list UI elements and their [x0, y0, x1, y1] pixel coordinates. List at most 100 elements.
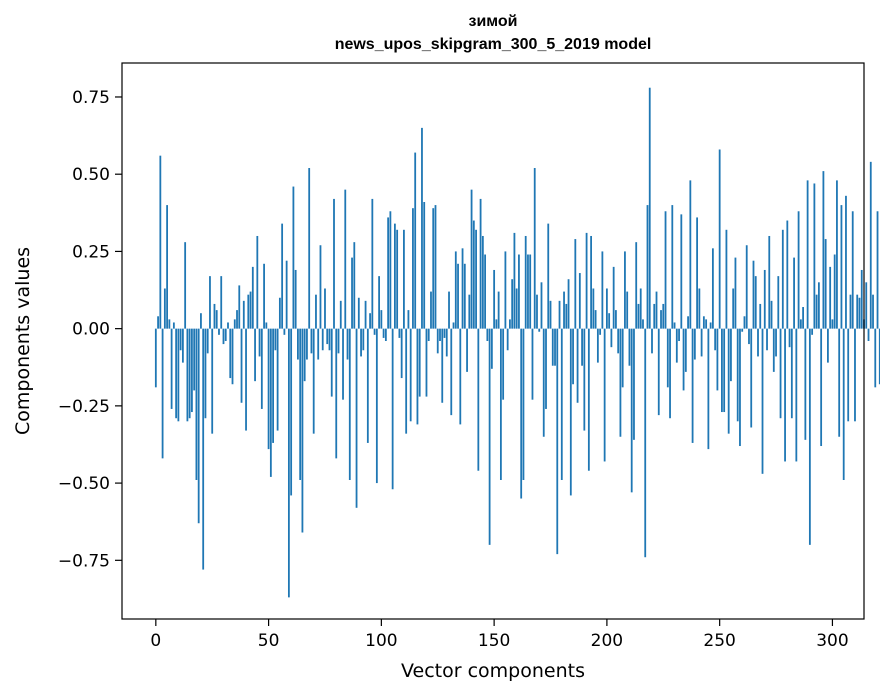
bar	[772, 328, 775, 372]
bar	[838, 328, 841, 437]
bar	[475, 229, 477, 329]
bar	[472, 220, 475, 329]
bar	[299, 328, 302, 480]
bar	[184, 242, 187, 329]
x-tick-label: 0	[150, 631, 161, 651]
bar	[154, 328, 157, 388]
bar	[357, 297, 360, 329]
bar	[317, 328, 320, 360]
bar	[260, 328, 263, 409]
bar	[407, 310, 410, 329]
y-tick-label: −0.75	[58, 551, 110, 571]
bar	[497, 291, 500, 329]
bar	[281, 223, 284, 329]
bar	[432, 208, 435, 329]
bar	[371, 198, 374, 329]
bar	[490, 328, 493, 369]
chart-title-line-1: зимой	[468, 13, 518, 30]
bar	[366, 328, 369, 443]
bar	[191, 328, 193, 413]
bar	[536, 294, 538, 329]
bar	[418, 328, 421, 397]
bar	[181, 328, 184, 363]
bar	[312, 328, 315, 434]
bar	[635, 242, 638, 329]
bar	[303, 328, 306, 382]
bar	[294, 269, 297, 329]
bar	[197, 328, 200, 524]
x-tick-label: 300	[816, 631, 848, 651]
bar	[761, 328, 764, 474]
bar	[813, 183, 816, 329]
bar	[793, 257, 795, 329]
bar	[545, 328, 547, 409]
bar	[170, 328, 173, 409]
bar	[574, 239, 577, 329]
bar	[608, 313, 611, 329]
bar	[601, 251, 604, 329]
bar	[351, 257, 353, 329]
bar	[344, 189, 347, 329]
bar	[448, 291, 450, 329]
bar	[362, 328, 365, 351]
bar	[238, 285, 241, 329]
bar	[610, 328, 613, 348]
bar	[504, 251, 507, 329]
bar	[224, 328, 227, 341]
bar	[513, 232, 516, 329]
bar	[854, 328, 856, 422]
bar	[301, 328, 304, 533]
bar	[721, 328, 723, 413]
bar	[567, 279, 570, 329]
bar	[590, 235, 592, 329]
bar	[795, 328, 798, 462]
bar	[353, 242, 356, 329]
bar	[824, 239, 827, 329]
bar	[689, 180, 692, 329]
bar	[477, 328, 480, 471]
bar	[878, 328, 880, 385]
y-axis-label: Components values	[12, 247, 34, 435]
bar	[175, 328, 178, 419]
bar	[382, 328, 385, 338]
bar	[283, 328, 286, 335]
bar	[511, 279, 514, 329]
bar	[865, 282, 868, 329]
x-tick-label: 100	[365, 631, 397, 651]
bar	[531, 328, 534, 400]
bar	[619, 328, 622, 437]
bar	[466, 328, 468, 372]
bar	[360, 328, 362, 357]
bar	[786, 220, 789, 329]
bar	[572, 328, 574, 385]
bar	[680, 214, 683, 329]
bar	[463, 263, 466, 329]
bar	[470, 189, 473, 329]
bar	[251, 266, 254, 329]
bar	[398, 328, 401, 338]
bar	[373, 328, 376, 335]
y-tick-label: 0.00	[72, 320, 110, 340]
bar	[177, 328, 180, 422]
bar	[790, 328, 793, 419]
bar	[421, 127, 423, 329]
bar	[502, 328, 505, 400]
x-tick-label: 250	[703, 631, 735, 651]
bar	[486, 328, 489, 341]
bar	[315, 294, 317, 329]
bar	[876, 211, 879, 329]
bar	[817, 282, 820, 329]
bar	[808, 328, 811, 545]
x-axis-ticks: 0 50 100 150 200 250 300	[150, 619, 849, 651]
bar	[461, 248, 464, 329]
bar	[488, 328, 491, 545]
bar	[806, 180, 809, 329]
bar	[698, 288, 701, 329]
bar	[258, 328, 261, 357]
bar	[479, 198, 482, 329]
bar	[768, 235, 771, 329]
bar	[743, 316, 746, 329]
y-tick-label: 0.25	[72, 242, 110, 262]
bar	[682, 328, 685, 391]
bar	[716, 328, 719, 391]
